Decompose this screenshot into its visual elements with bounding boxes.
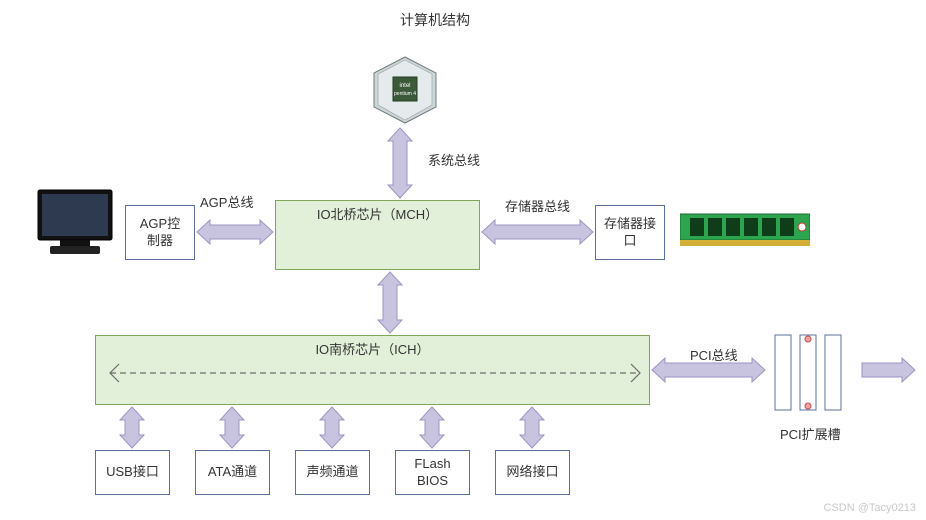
flash-box: FLash BIOS <box>395 450 470 495</box>
flash-label: FLash BIOS <box>414 456 450 490</box>
cpu-chip-icon: intel pentium 4 <box>370 55 440 125</box>
net-box: 网络接口 <box>495 450 570 495</box>
arrow-sys_bus <box>388 128 412 198</box>
pci-slots-icon <box>770 330 860 415</box>
ram-module-icon <box>680 210 810 250</box>
usb-label: USB接口 <box>106 464 159 481</box>
monitor-icon <box>30 185 120 260</box>
agp-bus-label: AGP总线 <box>200 192 253 211</box>
svg-text:intel: intel <box>399 83 410 89</box>
agp-controller-box: AGP控 制器 <box>125 205 195 260</box>
net-label: 网络接口 <box>506 464 558 481</box>
watermark-text: CSDN @Tacy0213 <box>824 502 916 514</box>
mem-bus-label: 存储器总线 <box>505 196 570 215</box>
ata-label: ATA通道 <box>208 464 257 481</box>
pci-bus-label: PCI总线 <box>690 345 738 364</box>
arrow-mem_bus <box>482 220 593 244</box>
usb-box: USB接口 <box>95 450 170 495</box>
arrow-agp_bus <box>197 220 273 244</box>
mch-chip-box: IO北桥芯片（MCH） <box>275 200 480 270</box>
arrow-mch_ich <box>378 272 402 333</box>
pci-slots-label: PCI扩展槽 <box>780 424 841 443</box>
arrow-ich_audio <box>320 407 344 448</box>
ich-label: IO南桥芯片（ICH） <box>315 342 429 359</box>
audio-box: 声频通道 <box>295 450 370 495</box>
arrow-ich_ata <box>220 407 244 448</box>
svg-text:pentium 4: pentium 4 <box>394 91 416 97</box>
arrow-pci_out <box>862 358 915 382</box>
ata-box: ATA通道 <box>195 450 270 495</box>
sys-bus-label: 系统总线 <box>428 150 480 169</box>
diagram-title: 计算机结构 <box>400 10 470 30</box>
arrow-ich_net <box>520 407 544 448</box>
agp-label: AGP控 制器 <box>140 216 180 250</box>
arrow-ich_usb <box>120 407 144 448</box>
memory-interface-box: 存储器接 口 <box>595 205 665 260</box>
ich-chip-box: IO南桥芯片（ICH） <box>95 335 650 405</box>
mem-if-label: 存储器接 口 <box>604 216 656 250</box>
mch-label: IO北桥芯片（MCH） <box>317 207 438 224</box>
arrow-ich_flash <box>420 407 444 448</box>
audio-label: 声频通道 <box>306 464 358 481</box>
